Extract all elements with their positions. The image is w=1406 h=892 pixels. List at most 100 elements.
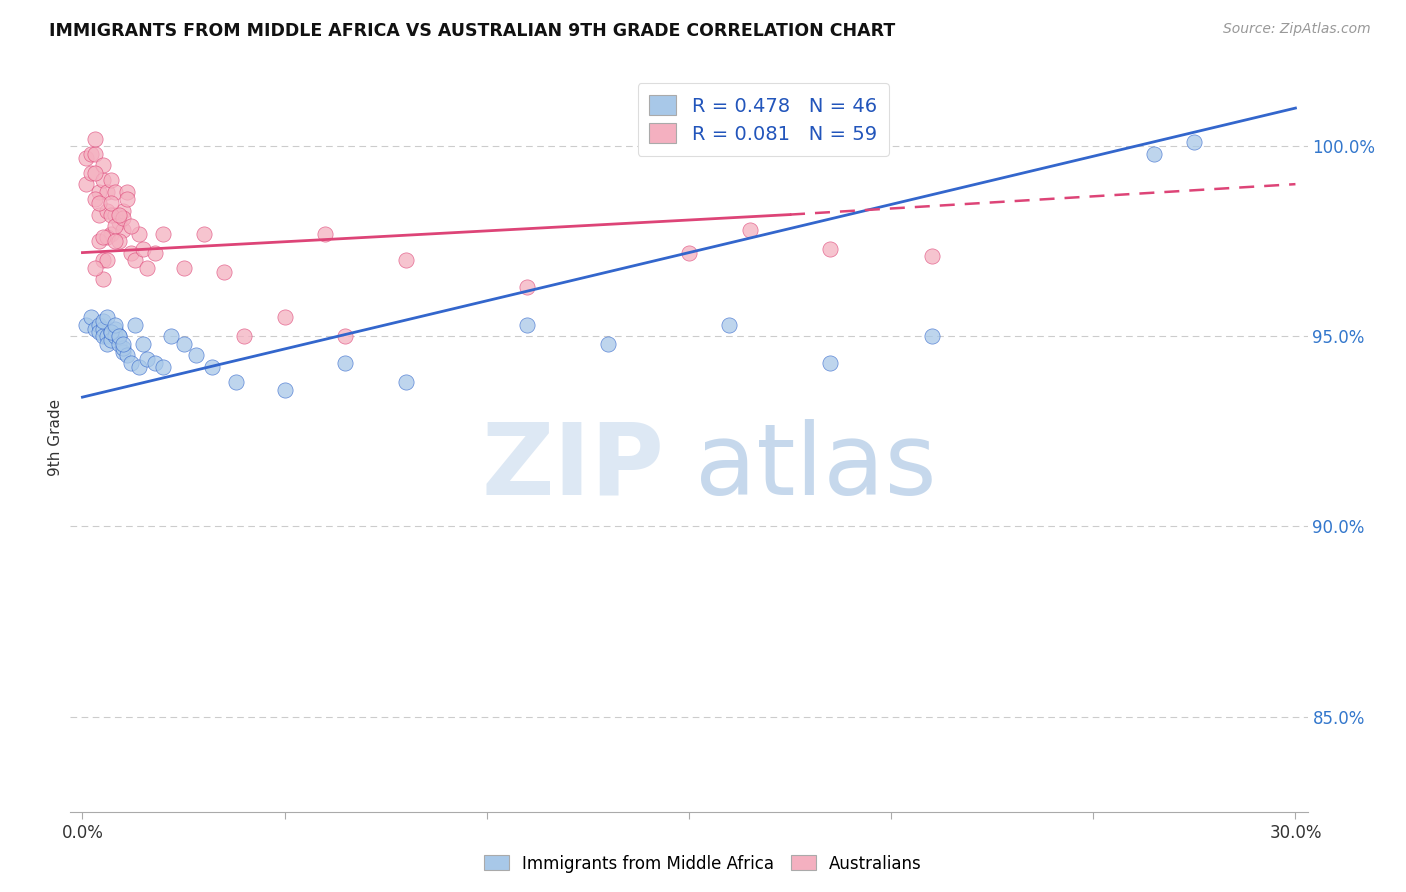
Point	[128, 359, 150, 374]
Point	[104, 329, 127, 343]
Point	[111, 203, 134, 218]
Point	[91, 272, 114, 286]
Point	[111, 344, 134, 359]
Point	[104, 234, 127, 248]
Point	[104, 321, 127, 335]
Point	[83, 321, 105, 335]
Point	[108, 329, 131, 343]
Point	[87, 208, 110, 222]
Point	[152, 227, 174, 241]
Point	[83, 166, 105, 180]
Point	[678, 245, 700, 260]
Point	[152, 359, 174, 374]
Point	[335, 356, 357, 370]
Point	[132, 242, 155, 256]
Point	[120, 245, 142, 260]
Point	[91, 253, 114, 268]
Point	[143, 245, 166, 260]
Point	[83, 146, 105, 161]
Point	[87, 196, 110, 211]
Point	[173, 337, 195, 351]
Point	[87, 234, 110, 248]
Point	[173, 260, 195, 275]
Point	[111, 337, 134, 351]
Point	[83, 193, 105, 207]
Point	[115, 185, 138, 199]
Point	[108, 329, 131, 343]
Point	[143, 356, 166, 370]
Point	[100, 208, 122, 222]
Point	[104, 208, 127, 222]
Point	[120, 356, 142, 370]
Point	[100, 227, 122, 241]
Point	[91, 173, 114, 187]
Point	[91, 314, 114, 328]
Point	[395, 253, 418, 268]
Point	[108, 337, 131, 351]
Point	[96, 310, 118, 325]
Point	[100, 333, 122, 347]
Point	[96, 337, 118, 351]
Point	[120, 219, 142, 233]
Point	[212, 265, 235, 279]
Point	[160, 329, 183, 343]
Point	[108, 234, 131, 248]
Point	[108, 215, 131, 229]
Point	[96, 253, 118, 268]
Y-axis label: 9th Grade: 9th Grade	[48, 399, 63, 475]
Point	[96, 203, 118, 218]
Point	[100, 196, 122, 211]
Legend: Immigrants from Middle Africa, Australians: Immigrants from Middle Africa, Australia…	[477, 848, 929, 880]
Point	[596, 337, 619, 351]
Point	[1182, 136, 1205, 150]
Point	[91, 158, 114, 172]
Point	[718, 318, 741, 332]
Point	[79, 166, 101, 180]
Point	[921, 249, 943, 263]
Point	[124, 318, 146, 332]
Point	[395, 375, 418, 389]
Point	[100, 173, 122, 187]
Point	[96, 230, 118, 244]
Point	[79, 146, 101, 161]
Point	[91, 329, 114, 343]
Point	[335, 329, 357, 343]
Point	[104, 318, 127, 332]
Point	[132, 337, 155, 351]
Point	[104, 185, 127, 199]
Text: Source: ZipAtlas.com: Source: ZipAtlas.com	[1223, 22, 1371, 37]
Point	[921, 329, 943, 343]
Point	[820, 356, 842, 370]
Point	[516, 318, 538, 332]
Point	[76, 318, 98, 332]
Point	[516, 280, 538, 294]
Point	[115, 193, 138, 207]
Point	[87, 185, 110, 199]
Point	[738, 223, 761, 237]
Point	[111, 341, 134, 355]
Point	[225, 375, 247, 389]
Point	[314, 227, 336, 241]
Point	[111, 211, 134, 226]
Point	[108, 208, 131, 222]
Text: IMMIGRANTS FROM MIDDLE AFRICA VS AUSTRALIAN 9TH GRADE CORRELATION CHART: IMMIGRANTS FROM MIDDLE AFRICA VS AUSTRAL…	[49, 22, 896, 40]
Point	[91, 230, 114, 244]
Point	[104, 219, 127, 233]
Point	[83, 131, 105, 145]
Point	[96, 185, 118, 199]
Point	[96, 329, 118, 343]
Point	[76, 151, 98, 165]
Point	[79, 310, 101, 325]
Point	[111, 223, 134, 237]
Point	[136, 352, 159, 367]
Point	[76, 177, 98, 191]
Point	[100, 326, 122, 340]
Point	[184, 348, 207, 362]
Point	[87, 318, 110, 332]
Point	[233, 329, 256, 343]
Point	[87, 326, 110, 340]
Point	[1143, 146, 1166, 161]
Point	[91, 321, 114, 335]
Point	[115, 348, 138, 362]
Point	[124, 253, 146, 268]
